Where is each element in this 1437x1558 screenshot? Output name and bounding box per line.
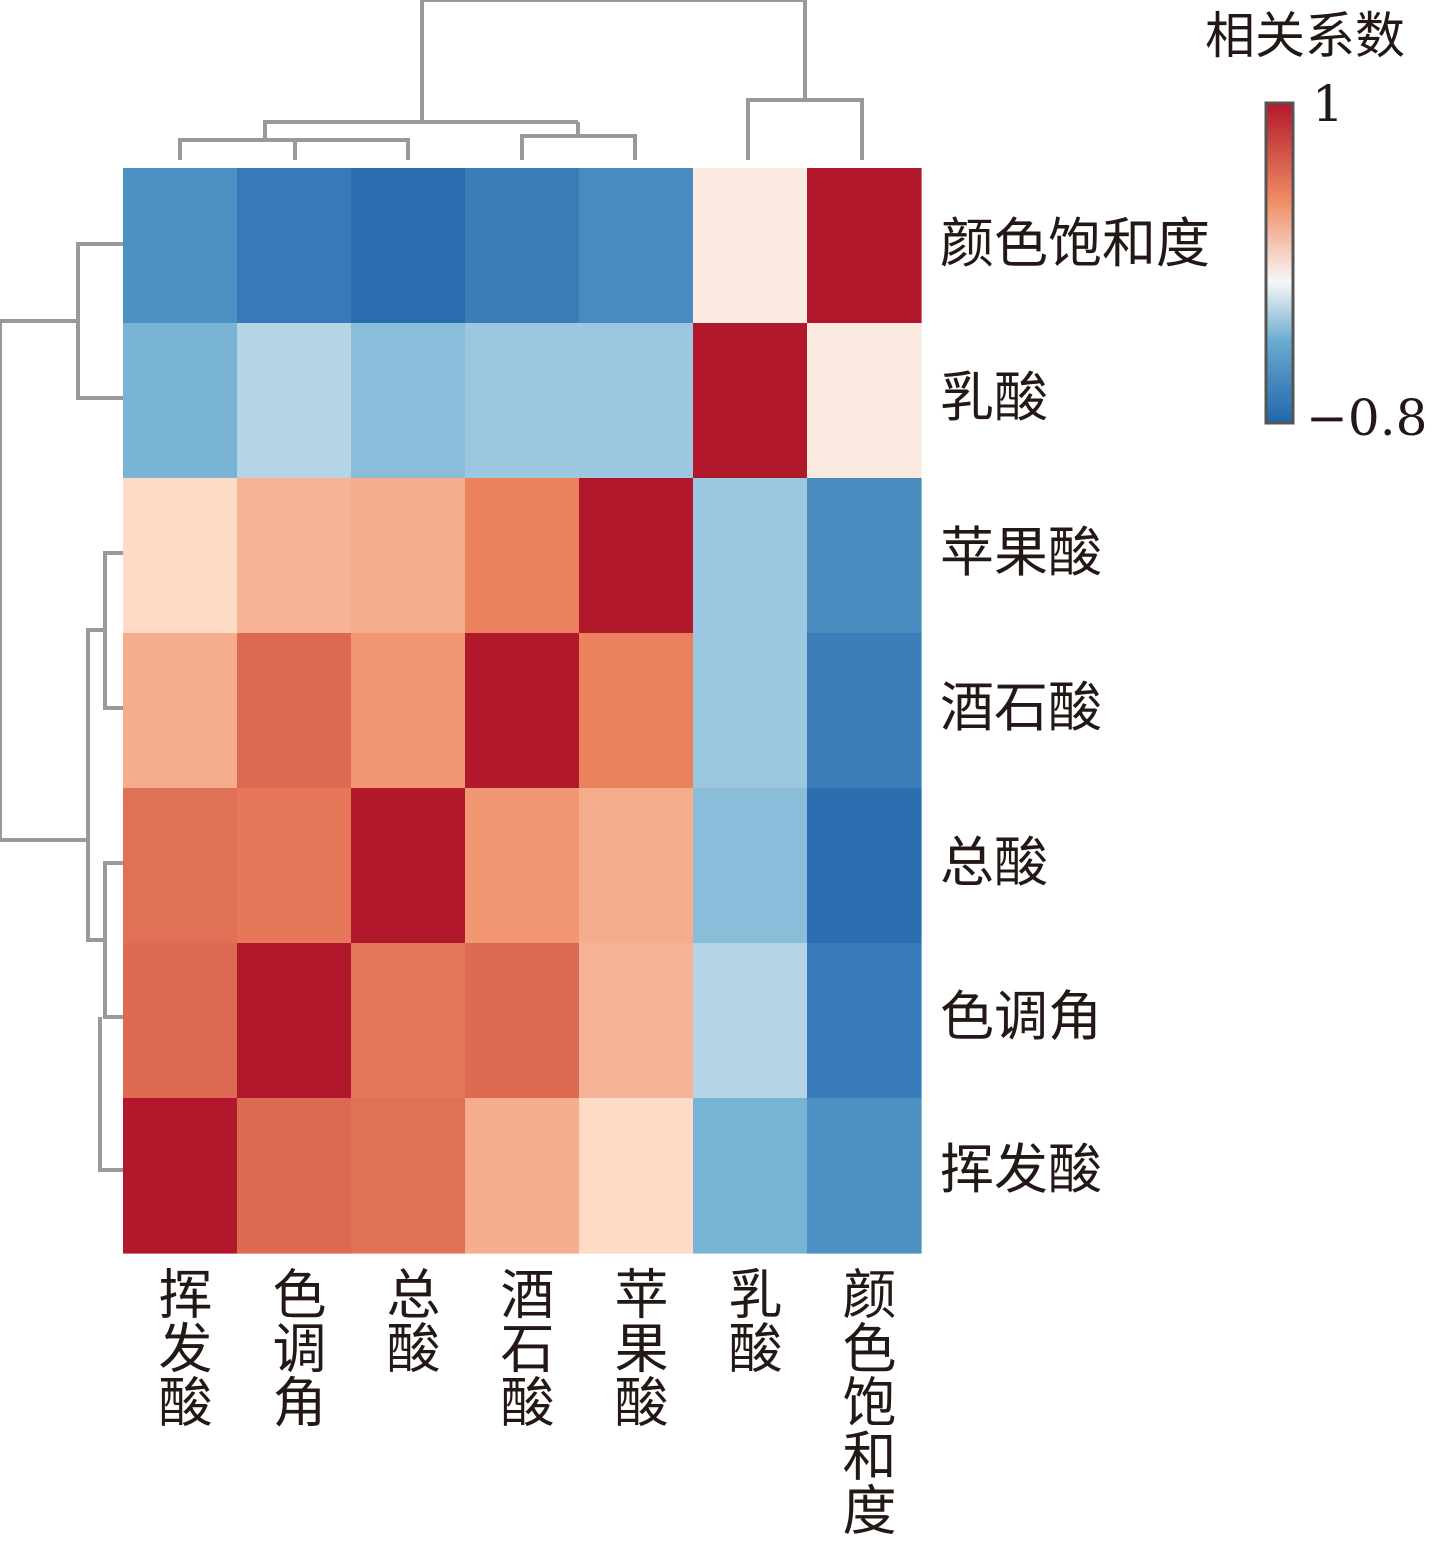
column-label: 总酸 — [377, 1266, 440, 1374]
heatmap-cell — [237, 478, 352, 634]
heatmap-cell — [579, 943, 694, 1099]
heatmap-cell — [465, 323, 580, 479]
heatmap-cell — [807, 478, 922, 634]
heatmap-cell — [123, 478, 238, 634]
heatmap-cell — [693, 943, 808, 1099]
heatmap-cell — [237, 943, 352, 1099]
heatmap-cell — [123, 1098, 238, 1254]
legend-min-label: −0.8 — [1306, 389, 1428, 447]
heatmap-cell — [351, 633, 466, 789]
column-dendrogram — [178, 0, 864, 160]
heatmap-cell — [807, 1098, 922, 1254]
heatmap-cell — [579, 788, 694, 944]
heatmap-cell — [807, 168, 922, 324]
heatmap-cells — [123, 168, 922, 1254]
heatmap-cell — [807, 943, 922, 1099]
heatmap-cell — [693, 478, 808, 634]
heatmap-cell — [693, 1098, 808, 1254]
heatmap-cell — [579, 168, 694, 324]
heatmap-cell — [237, 788, 352, 944]
heatmap-cell — [351, 788, 466, 944]
heatmap-cell — [465, 633, 580, 789]
legend-colorbar — [1264, 101, 1295, 425]
heatmap-cell — [693, 788, 808, 944]
heatmap-cell — [237, 1098, 352, 1254]
legend-title: 相关系数 — [1205, 7, 1405, 65]
heatmap-cell — [237, 168, 352, 324]
heatmap-cell — [351, 478, 466, 634]
row-label: 酒石酸 — [940, 676, 1102, 739]
heatmap-cell — [579, 478, 694, 634]
heatmap-cell — [237, 633, 352, 789]
row-label: 挥发酸 — [940, 1138, 1102, 1201]
heatmap-cell — [807, 633, 922, 789]
legend-max-label: 1 — [1312, 75, 1344, 133]
heatmap-cell — [465, 1098, 580, 1254]
heatmap-cell — [465, 788, 580, 944]
row-dendrogram — [0, 242, 123, 1172]
heatmap-cell — [693, 323, 808, 479]
row-label: 苹果酸 — [940, 521, 1102, 584]
heatmap-cell — [351, 323, 466, 479]
heatmap-cell — [123, 633, 238, 789]
heatmap-cell — [579, 323, 694, 479]
column-label: 颜色饱和度 — [833, 1266, 896, 1536]
heatmap-cell — [351, 168, 466, 324]
heatmap-cell — [351, 1098, 466, 1254]
column-label: 挥发酸 — [149, 1266, 212, 1428]
heatmap-cell — [465, 943, 580, 1099]
column-label: 酒石酸 — [491, 1266, 554, 1428]
heatmap-cell — [579, 1098, 694, 1254]
heatmap-cell — [237, 323, 352, 479]
heatmap-cell — [807, 323, 922, 479]
heatmap-cell — [693, 633, 808, 789]
heatmap-cell — [579, 633, 694, 789]
heatmap-cell — [123, 168, 238, 324]
heatmap-cell — [807, 788, 922, 944]
column-label: 苹果酸 — [605, 1266, 668, 1428]
heatmap-cell — [465, 478, 580, 634]
column-label: 乳酸 — [719, 1266, 782, 1374]
heatmap-cell — [693, 168, 808, 324]
heatmap-cell — [465, 168, 580, 324]
heatmap-cell — [351, 943, 466, 1099]
heatmap-cell — [123, 788, 238, 944]
row-label: 颜色饱和度 — [940, 212, 1210, 275]
row-label: 总酸 — [940, 831, 1048, 894]
row-label: 色调角 — [940, 985, 1102, 1048]
row-label: 乳酸 — [940, 366, 1048, 429]
heatmap-cell — [123, 943, 238, 1099]
heatmap-cell — [123, 323, 238, 479]
column-label: 色调角 — [263, 1266, 326, 1428]
